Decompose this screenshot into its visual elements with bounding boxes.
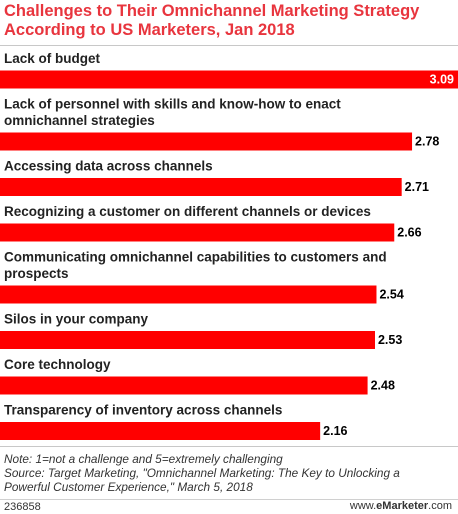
- brand-prefix: www.: [349, 500, 377, 512]
- chart-title-line-1: Challenges to Their Omnichannel Marketin…: [4, 2, 420, 20]
- bar: [0, 285, 377, 304]
- bar: [0, 178, 402, 196]
- bar-chart: Lack of budget 3.09 Lack of personnel with…: [0, 51, 458, 440]
- notes-divider: [0, 446, 458, 447]
- category-label: Lack of personnel with skills and know-h…: [4, 97, 341, 112]
- category-label: Recognizing a customer on different chan…: [4, 204, 371, 219]
- category-label: prospects: [4, 266, 69, 281]
- chart-notes: Note: 1=not a challenge and 5=extremely …: [4, 452, 454, 494]
- value-label: 2.71: [405, 180, 429, 194]
- value-label: 2.48: [371, 379, 395, 393]
- note-text: Note: 1=not a challenge and 5=extremely …: [4, 452, 283, 466]
- value-label: 3.09: [430, 73, 454, 87]
- category-label: Lack of budget: [4, 51, 101, 66]
- value-label: 2.54: [379, 288, 403, 302]
- source-line-2: Powerful Customer Experience," March 5, …: [4, 480, 253, 494]
- category-label: Silos in your company: [4, 312, 149, 327]
- bar: [0, 223, 395, 242]
- category-label: Communicating omnichannel capabilities t…: [4, 250, 387, 265]
- category-label: Core technology: [4, 357, 111, 372]
- brand-footer[interactable]: www.eMarketer.com: [350, 500, 452, 512]
- value-label: 2.16: [323, 424, 347, 438]
- bar: [0, 132, 413, 151]
- chart-id: 236858: [4, 501, 41, 513]
- category-label: omnichannel strategies: [4, 113, 155, 128]
- title-divider: [0, 45, 458, 46]
- footer-divider: [0, 499, 458, 500]
- value-label: 2.78: [415, 135, 439, 149]
- brand-suffix: .com: [428, 500, 452, 512]
- bar: [0, 331, 375, 349]
- source-line-1: Source: Target Marketing, "Omnichannel M…: [4, 466, 400, 480]
- value-label: 2.66: [397, 226, 421, 240]
- category-label: Transparency of inventory across channel…: [4, 403, 282, 418]
- value-label: 2.53: [378, 333, 402, 347]
- chart-title: Challenges to Their Omnichannel Marketin…: [4, 2, 444, 40]
- category-label: Accessing data across channels: [4, 159, 213, 174]
- chart-title-line-2: According to US Marketers, Jan 2018: [4, 21, 295, 39]
- bar: [0, 376, 368, 395]
- brand-name: eMarketer: [376, 500, 429, 512]
- bar: [0, 70, 458, 89]
- bar: [0, 422, 321, 440]
